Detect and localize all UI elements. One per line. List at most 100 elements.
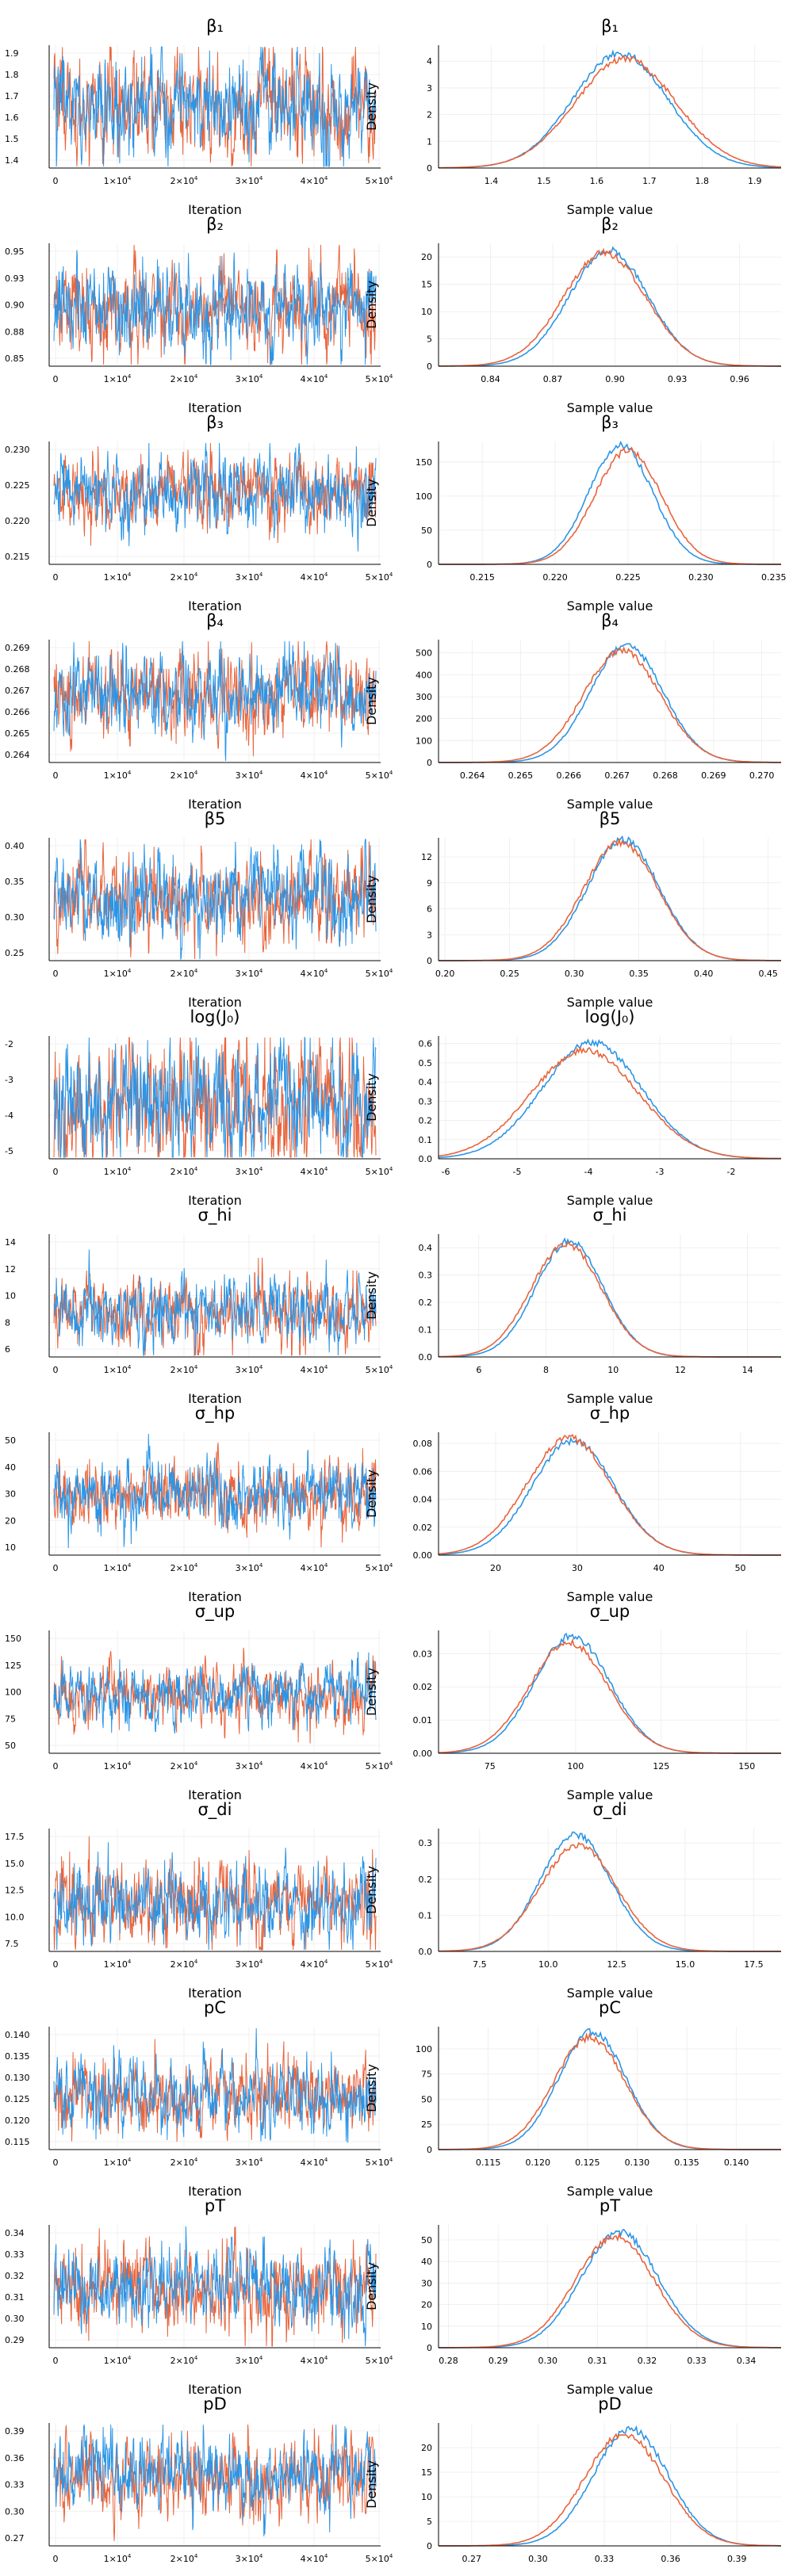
density-ytick-label: 40 [421, 2257, 432, 2267]
density-xtick-label: 0.220 [542, 572, 568, 583]
density-series-chain-1 [439, 643, 781, 763]
density-xlabel: Sample value [567, 202, 653, 217]
density-xtick-label: 12 [675, 1365, 686, 1375]
density-ytick-label: 0.1 [419, 1135, 433, 1145]
trace-xtick-label: 4×104 [301, 770, 328, 781]
trace-series-chain-1 [53, 839, 377, 961]
trace-title: β₃ [206, 413, 224, 432]
trace-title: β₄ [206, 611, 224, 630]
trace-series-chain-1 [53, 2424, 377, 2537]
panel-row-4: β₄ 0.269 0.268 0.267 0.266 0.265 0.264 0 1×104 2×… [5, 611, 781, 812]
density-ylabel: Density [364, 2064, 379, 2112]
density-title: pC [599, 1998, 621, 2017]
trace-title: β5 [205, 809, 226, 828]
density-xtick-label: 1.8 [695, 176, 710, 186]
density-plot: β₂ 0.84 0.87 0.90 0.93 0.96 0 5 10 15 20 Sample val… [364, 215, 782, 415]
trace-xtick-label: 0 [53, 374, 59, 384]
density-xlabel: Sample value [567, 598, 653, 613]
density-xtick-label: 0.35 [629, 969, 649, 979]
density-xtick-label: 0.130 [625, 2157, 650, 2168]
trace-plot: pT 0.34 0.33 0.32 0.31 0.30 0.29 0 1×104 2×104 3×1… [5, 2196, 393, 2397]
trace-xlabel: Iteration [188, 202, 242, 217]
trace-xtick-label: 5×104 [366, 1166, 393, 1177]
density-xtick-label: 0.135 [674, 2157, 699, 2168]
trace-ytick-label: 1.4 [5, 155, 19, 166]
density-title: pT [600, 2196, 620, 2215]
density-ytick-label: 100 [416, 2044, 432, 2054]
density-series-chain-1 [439, 49, 781, 169]
trace-xtick-label: 3×104 [236, 1959, 263, 1970]
trace-ytick-label: 0.27 [5, 2533, 25, 2544]
trace-xtick-label: 2×104 [170, 2553, 198, 2564]
trace-ytick-label: 0.29 [5, 2335, 25, 2345]
density-series-chain-2 [439, 646, 781, 763]
trace-ytick-label: 0.30 [5, 2314, 25, 2324]
density-xtick-label: 0.34 [737, 2356, 757, 2366]
panel-row-1: β₁ 1.9 1.8 1.7 1.6 1.5 1.4 0 1×104 2×104 3×104 4×10… [5, 17, 782, 217]
density-xtick-label: 50 [735, 1563, 746, 1573]
trace-series-chain-1 [53, 250, 377, 365]
density-ytick-label: 15 [421, 280, 432, 290]
trace-series-chain-1 [53, 2226, 377, 2347]
panel-row-13: pD 0.39 0.36 0.33 0.30 0.27 0 1×104 2×104 3×104 4×… [5, 2394, 781, 2564]
density-xtick-label: 0.268 [653, 770, 678, 781]
trace-xtick-label: 4×104 [301, 373, 328, 384]
density-ylabel: Density [364, 1073, 379, 1122]
density-xlabel: Sample value [567, 1391, 653, 1406]
density-ytick-label: 50 [421, 2094, 432, 2104]
trace-xtick-label: 3×104 [236, 2355, 263, 2366]
trace-xtick-label: 2×104 [170, 373, 198, 384]
density-xtick-label: -3 [656, 1167, 665, 1177]
density-xtick-label: 1.5 [537, 176, 551, 186]
density-title: σ_hp [590, 1404, 630, 1424]
density-series-chain-1 [438, 246, 781, 367]
density-series-chain-1 [439, 440, 781, 565]
trace-xtick-label: 1×104 [104, 2553, 132, 2564]
trace-ytick-label: 0.269 [5, 643, 30, 653]
panel-row-3: β₃ 0.230 0.225 0.220 0.215 0 1×104 2×104 3×104 4×… [5, 413, 787, 613]
trace-title: σ_hp [195, 1404, 235, 1424]
density-xtick-label: -6 [442, 1167, 450, 1177]
density-ytick-label: 100 [416, 736, 432, 746]
trace-title: σ_di [198, 1800, 232, 1820]
trace-ytick-label: 0.220 [5, 516, 30, 526]
trace-ytick-label: 0.36 [5, 2453, 25, 2463]
trace-ytick-label: 0.140 [5, 2030, 30, 2040]
density-ytick-label: 30 [421, 2278, 432, 2288]
density-ylabel: Density [364, 281, 379, 329]
density-ytick-label: 0 [427, 2343, 432, 2353]
trace-ytick-label: 0.115 [5, 2137, 30, 2147]
trace-xtick-label: 1×104 [104, 2355, 132, 2366]
trace-ytick-label: 7.5 [5, 1939, 19, 1949]
density-plot: β₄ 0.264 0.265 0.266 0.267 0.268 0.269 0.270 0 10… [364, 611, 781, 812]
trace-xtick-label: 5×104 [366, 1364, 393, 1375]
density-xtick-label: 10 [607, 1365, 619, 1375]
density-xtick-label: 0.265 [508, 770, 534, 781]
density-ytick-label: 0.01 [413, 1715, 433, 1726]
trace-plot: σ_hp 50 40 30 20 10 0 1×104 2×104 3×104 4×104 5×104… [5, 1404, 393, 1604]
trace-xlabel: Iteration [188, 797, 242, 812]
density-xtick-label: 0.270 [749, 770, 775, 781]
trace-title: β₁ [206, 17, 224, 36]
density-xtick-label: 6 [476, 1365, 481, 1375]
density-ytick-label: 20 [421, 2300, 432, 2310]
trace-xtick-label: 3×104 [236, 1364, 263, 1375]
density-ylabel: Density [364, 82, 379, 131]
trace-xlabel: Iteration [188, 598, 242, 613]
trace-xtick-label: 2×104 [170, 1760, 198, 1771]
density-ytick-label: 0.00 [413, 1550, 433, 1561]
panel-row-10: σ_di 17.5 15.0 12.5 10.0 7.5 0 1×104 2×104 3×104 4… [5, 1800, 781, 2001]
density-ytick-label: 5 [427, 2517, 432, 2527]
trace-xtick-label: 1×104 [104, 1562, 132, 1573]
density-xtick-label: 0.87 [543, 374, 563, 384]
density-ylabel: Density [364, 1470, 379, 1518]
trace-series-chain-1 [53, 2028, 377, 2143]
trace-xtick-label: 3×104 [236, 1562, 263, 1573]
trace-xlabel: Iteration [188, 2382, 242, 2397]
trace-ytick-label: 50 [5, 1435, 16, 1446]
density-ytick-label: 0.6 [419, 1039, 433, 1049]
density-xtick-label: 0.31 [588, 2356, 607, 2366]
trace-ytick-label: 30 [5, 1489, 16, 1500]
trace-ytick-label: 0.34 [5, 2228, 25, 2238]
trace-ytick-label: 1.9 [5, 48, 19, 59]
